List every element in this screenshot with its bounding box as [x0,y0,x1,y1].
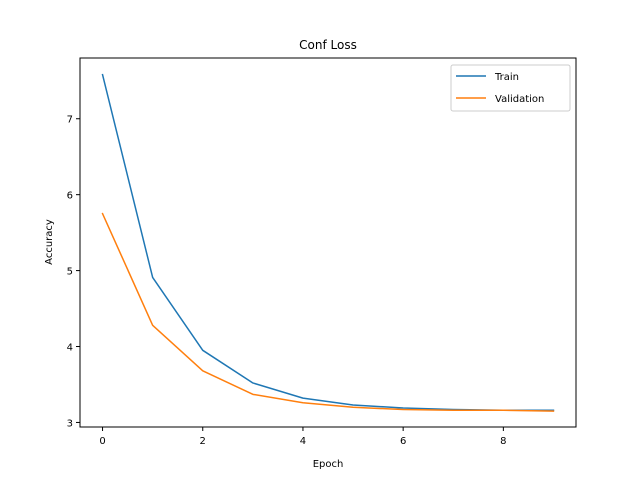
x-tick-label: 4 [300,436,306,447]
x-tick-label: 8 [500,436,506,447]
legend-label-train: Train [494,72,519,83]
y-axis-label: Accuracy [44,219,55,265]
legend-label-validation: Validation [495,94,544,105]
y-tick-label: 4 [67,343,73,354]
y-tick-label: 5 [67,267,73,278]
series-lines [101,73,555,412]
chart-title: Conf Loss [299,38,357,52]
x-tick-label: 0 [99,436,105,447]
y-tick-label: 7 [67,115,73,126]
x-tick-label: 2 [200,436,206,447]
x-tick-label: 6 [400,436,406,447]
series-line-train [101,73,555,412]
axis-ticks: 0 2 4 6 8 3 4 5 6 7 [67,115,507,447]
x-axis-label: Epoch [313,459,344,470]
plot-frame [79,57,577,428]
legend: Train Validation [450,64,571,112]
series-line-validation [101,212,555,412]
y-tick-label: 3 [67,418,73,429]
y-tick-label: 6 [67,191,73,202]
